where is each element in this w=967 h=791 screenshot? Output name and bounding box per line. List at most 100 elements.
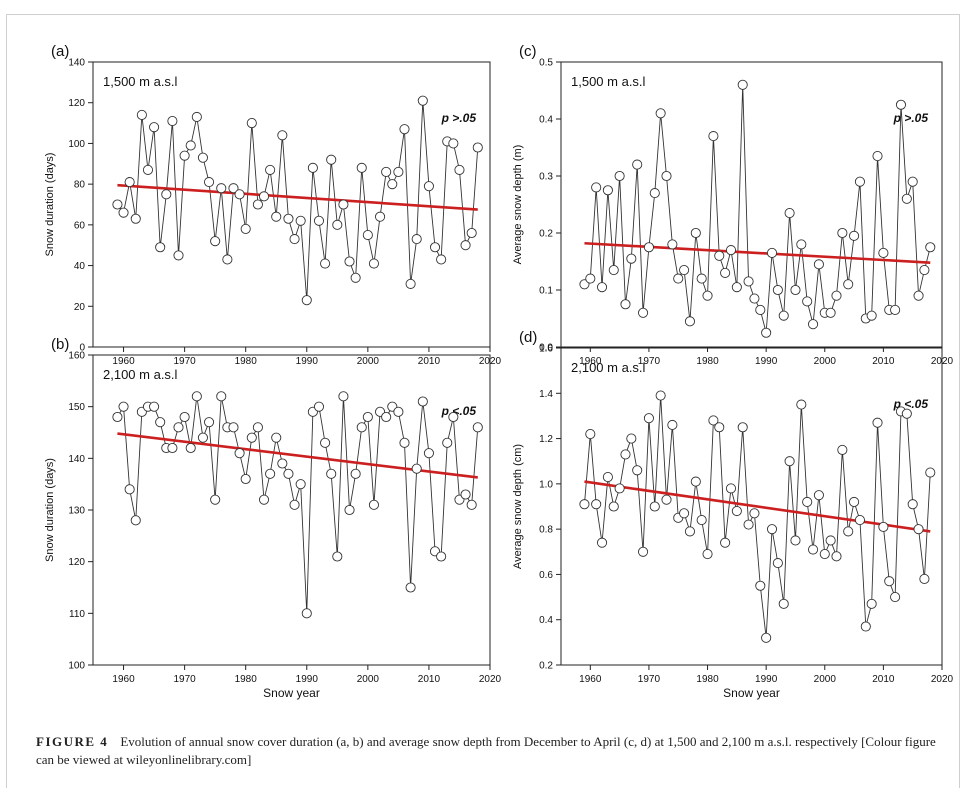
data-point bbox=[191, 391, 202, 402]
data-point bbox=[796, 239, 807, 250]
data-point bbox=[258, 191, 270, 202]
data-point bbox=[368, 258, 380, 269]
data-point bbox=[878, 247, 889, 258]
data-point bbox=[602, 185, 613, 196]
data-point bbox=[690, 227, 701, 239]
x-tick-label: 1960 bbox=[579, 674, 602, 685]
data-point bbox=[399, 124, 410, 135]
x-tick-label: 2000 bbox=[357, 356, 380, 367]
data-point bbox=[807, 544, 819, 555]
data-point bbox=[837, 444, 848, 455]
data-point bbox=[925, 467, 936, 478]
data-point bbox=[436, 551, 447, 562]
x-tick-label: 2010 bbox=[418, 674, 441, 685]
data-point bbox=[307, 162, 318, 173]
data-point bbox=[831, 551, 842, 562]
data-point bbox=[210, 236, 221, 247]
data-point bbox=[596, 282, 608, 293]
series-line bbox=[117, 100, 479, 301]
y-tick-label: 100 bbox=[68, 139, 85, 150]
data-point bbox=[813, 259, 824, 270]
data-point bbox=[643, 242, 654, 253]
caption-text: Evolution of annual snow cover duration … bbox=[36, 734, 936, 767]
significance-annotation: p <.05 bbox=[441, 404, 477, 418]
data-point bbox=[423, 181, 434, 192]
data-point bbox=[901, 408, 912, 419]
data-point bbox=[831, 290, 842, 301]
data-point bbox=[454, 164, 465, 175]
data-point bbox=[405, 582, 416, 593]
x-tick-label: 1970 bbox=[638, 674, 661, 685]
data-point bbox=[749, 508, 760, 519]
data-point bbox=[591, 182, 602, 193]
data-point bbox=[614, 170, 625, 182]
data-point bbox=[708, 415, 719, 426]
data-point bbox=[234, 189, 245, 200]
data-point bbox=[271, 211, 282, 222]
panel-label: (a) bbox=[51, 43, 69, 60]
data-point bbox=[626, 253, 637, 264]
data-point bbox=[596, 537, 608, 548]
data-point bbox=[684, 526, 696, 537]
trend-line bbox=[117, 432, 478, 479]
y-tick-label: 0.5 bbox=[539, 58, 553, 69]
data-point bbox=[381, 411, 392, 423]
figure-panels: 0 20 40 60 80 100 120 140 1960 1970 1980 1990 2000 20… bbox=[44, 43, 954, 700]
data-point bbox=[907, 176, 918, 187]
data-point bbox=[136, 109, 147, 120]
data-point bbox=[925, 242, 936, 253]
data-point bbox=[387, 179, 398, 190]
data-point bbox=[802, 296, 813, 307]
data-point bbox=[350, 272, 361, 283]
data-point bbox=[320, 437, 331, 448]
series-line bbox=[584, 395, 931, 638]
x-tick-label: 2010 bbox=[872, 674, 895, 685]
data-point bbox=[277, 458, 288, 469]
y-tick-label: 0.0 bbox=[539, 343, 553, 354]
y-tick-label: 80 bbox=[74, 180, 86, 191]
data-point bbox=[179, 411, 190, 423]
data-point bbox=[460, 240, 471, 251]
data-point bbox=[790, 284, 801, 296]
data-point bbox=[790, 535, 801, 546]
data-point bbox=[356, 162, 367, 173]
data-point bbox=[240, 223, 251, 234]
x-tick-label: 1970 bbox=[638, 356, 661, 367]
data-point bbox=[167, 115, 178, 127]
data-point bbox=[679, 264, 690, 276]
data-point bbox=[118, 401, 129, 412]
trend-line bbox=[584, 480, 931, 533]
y-tick-label: 0.8 bbox=[539, 525, 553, 536]
data-point bbox=[112, 411, 123, 423]
data-point bbox=[679, 508, 690, 519]
data-point bbox=[411, 463, 422, 474]
data-point bbox=[766, 524, 778, 535]
x-tick-label: 1980 bbox=[235, 674, 258, 685]
data-point bbox=[772, 284, 783, 296]
y-axis-label: Average snow depth (m) bbox=[512, 145, 524, 265]
data-point bbox=[854, 515, 865, 526]
data-point bbox=[332, 551, 343, 562]
data-point bbox=[913, 290, 924, 301]
x-tick-label: 1970 bbox=[173, 674, 196, 685]
data-point bbox=[344, 504, 355, 516]
data-point bbox=[295, 479, 306, 490]
data-point bbox=[289, 234, 300, 245]
data-point bbox=[714, 250, 725, 261]
panel-label: (d) bbox=[519, 329, 537, 346]
data-point bbox=[866, 310, 877, 321]
x-tick-label: 1990 bbox=[296, 356, 319, 367]
data-point bbox=[825, 307, 836, 318]
data-point bbox=[872, 417, 883, 428]
data-point bbox=[602, 472, 613, 483]
data-point bbox=[696, 515, 707, 526]
y-tick-label: 150 bbox=[68, 402, 85, 413]
data-point bbox=[884, 576, 895, 587]
panel-subtitle: 2,100 m a.s.l bbox=[103, 367, 178, 382]
data-point bbox=[436, 254, 447, 265]
x-tick-label: 1960 bbox=[112, 356, 135, 367]
data-point bbox=[837, 227, 848, 239]
data-point bbox=[755, 580, 766, 591]
data-point bbox=[778, 310, 789, 321]
data-point bbox=[725, 245, 737, 256]
